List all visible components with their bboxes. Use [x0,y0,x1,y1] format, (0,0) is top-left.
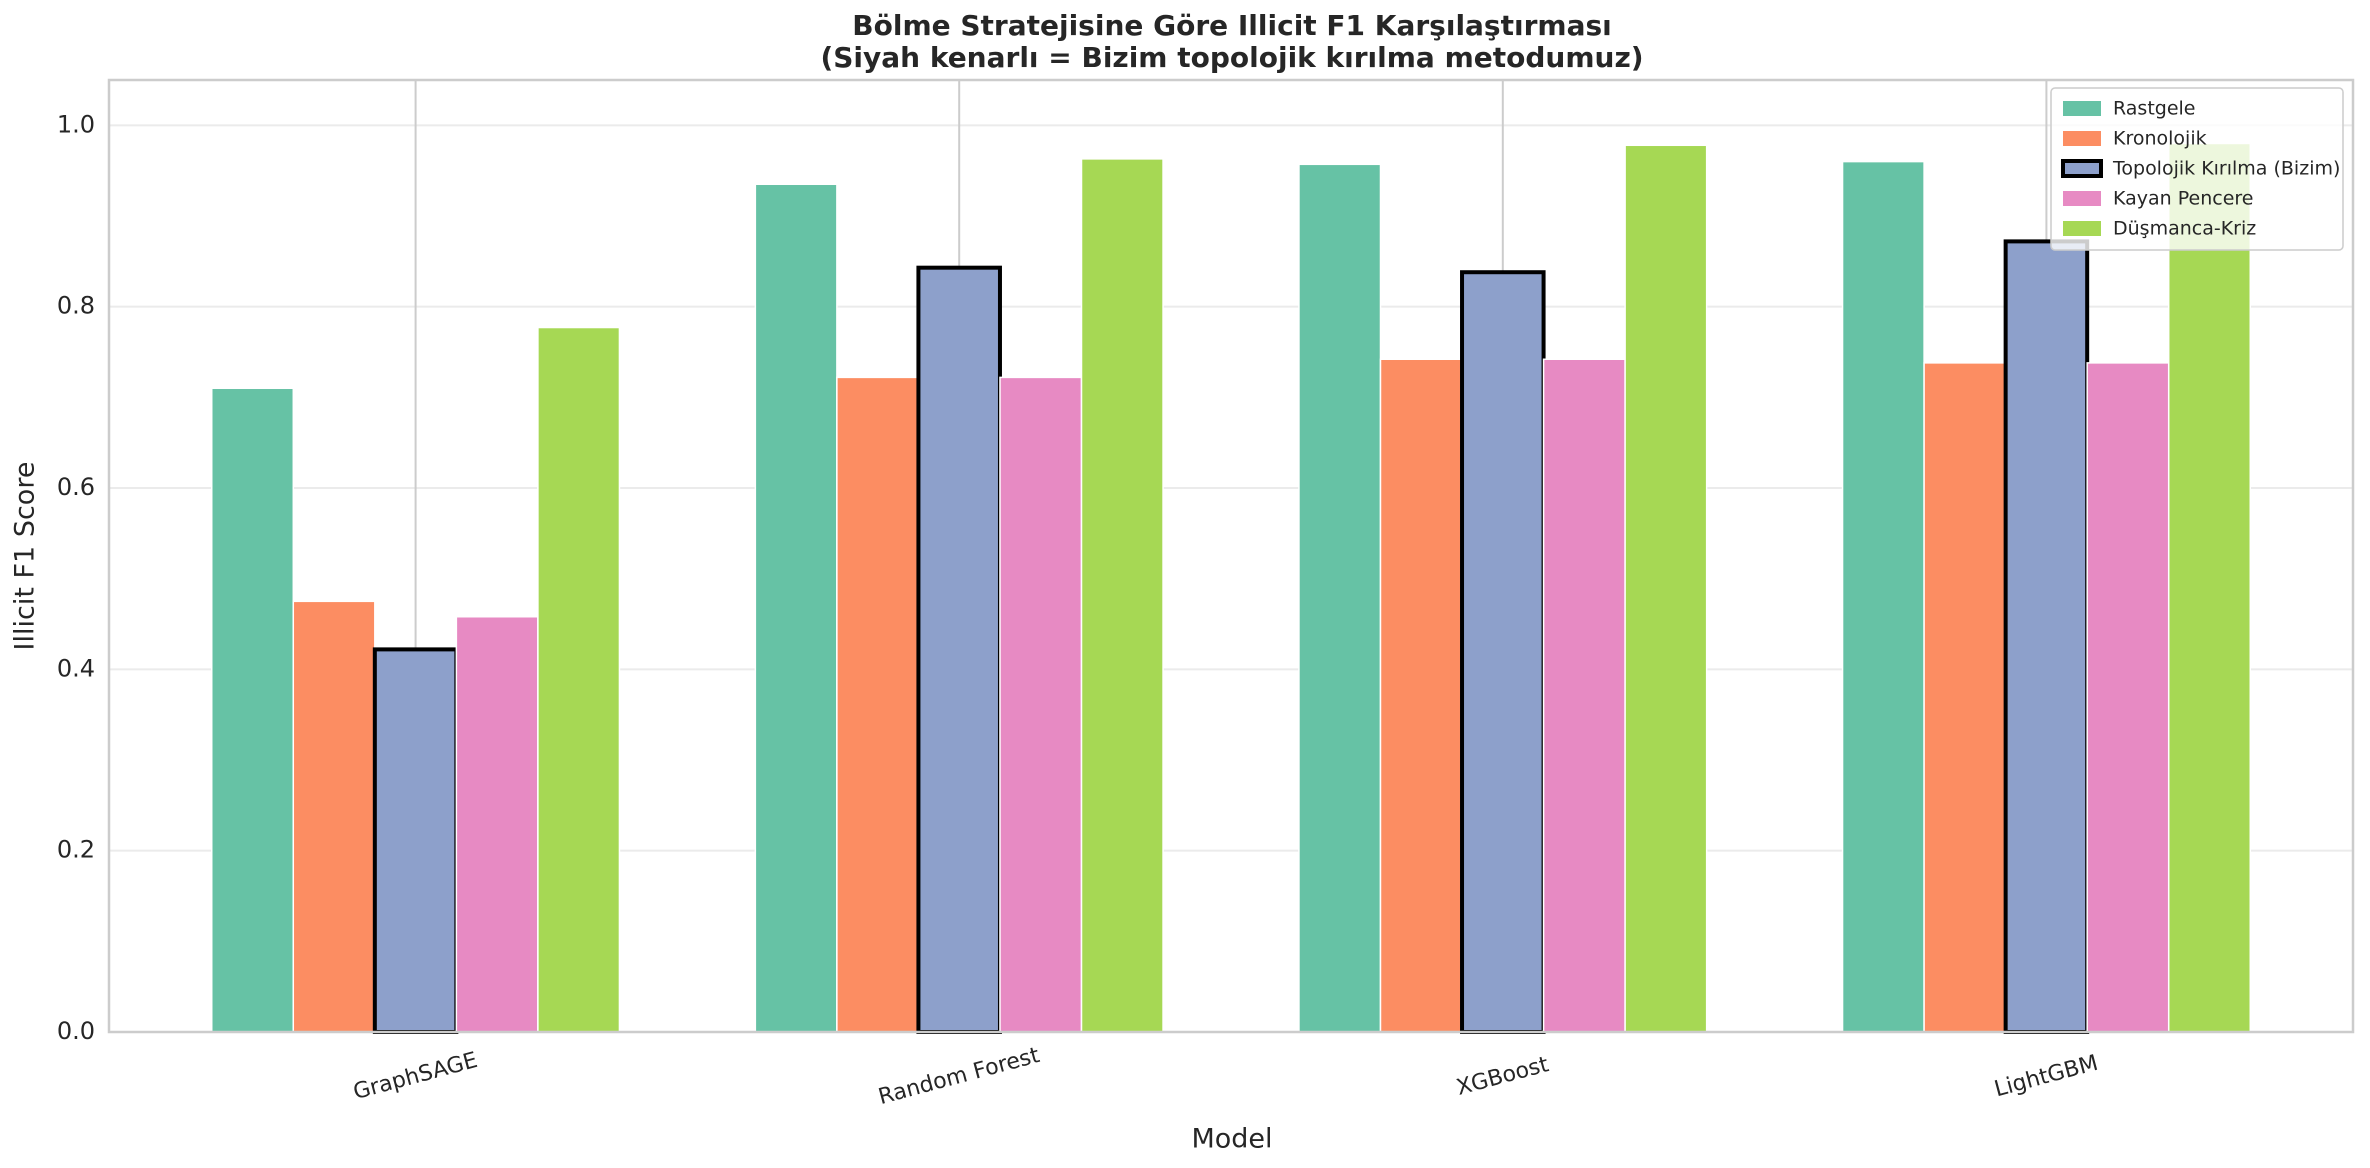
y-tick-label: 0.2 [57,836,95,864]
legend: Rastgele Kronolojik Topolojik Kırılma (Biz… [2050,87,2344,251]
x-tick-label: Random Forest [876,1043,1043,1110]
legend-swatch [2063,191,2101,206]
x-axis-label: Model [1191,1124,1272,1155]
legend-swatch [2063,101,2101,116]
bar [2003,239,2090,1035]
legend-label: Düşmanca-Kriz [2113,218,2256,240]
bar [999,376,1083,1033]
chart-title: Bölme Stratejisine Göre Illicit F1 Karşı… [852,9,1611,42]
bar [1841,160,1925,1033]
legend-label: Kayan Pencere [2113,188,2253,210]
legend-label: Topolojik Kırılma (Bizim) [2112,158,2340,180]
bar [1298,163,1382,1033]
bar [372,647,459,1034]
bar [916,265,1002,1034]
bar [292,600,376,1033]
legend-frame [2050,87,2344,251]
chart-subtitle: (Siyah kenarlı = Bizim topolojik kırılma… [820,41,1643,74]
legend-swatch [2063,131,2101,146]
legend-swatch [2063,221,2101,236]
x-tick-label: GraphSAGE [351,1048,481,1105]
legend-swatch [2061,159,2103,178]
y-tick-label: 1.0 [57,110,95,138]
y-tick-label: 0.6 [57,473,95,501]
bar [2167,142,2252,1033]
x-tick-label: LightGBM [1992,1051,2101,1103]
legend-label: Rastgele [2113,98,2196,120]
bar [1923,362,2007,1033]
plot-frame [107,78,2355,1034]
bar [1542,358,1626,1033]
bar [754,183,838,1033]
bar [1080,158,1164,1033]
bar [1624,144,1708,1033]
y-tick-label: 0.8 [57,292,95,320]
y-axis-label: Illicit F1 Score [10,462,41,651]
y-tick-label: 0.4 [57,654,95,682]
bar [2086,362,2170,1033]
bar [836,376,920,1033]
bar [1460,270,1546,1035]
bar [1379,358,1463,1033]
legend-label: Kronolojik [2113,128,2207,150]
bar [455,615,539,1033]
y-tick-label: 0.0 [57,1017,95,1045]
bar [210,387,295,1033]
bar [537,326,621,1033]
x-tick-label: XGBoost [1454,1052,1552,1101]
